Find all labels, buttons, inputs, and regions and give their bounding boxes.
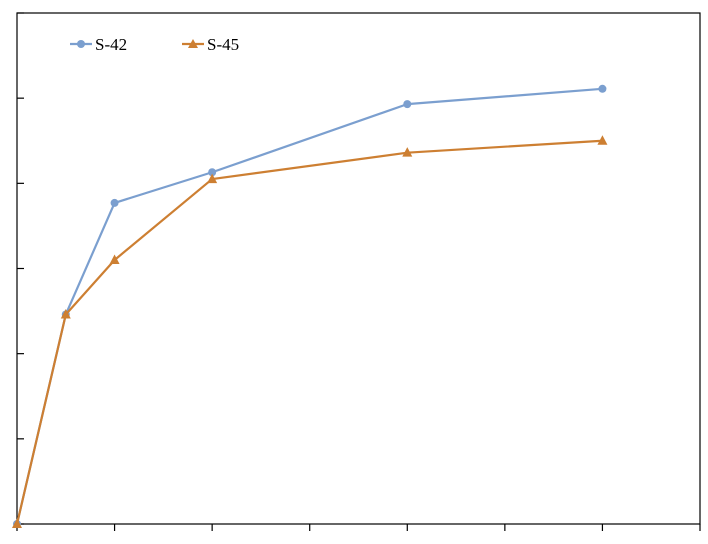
data-point-s-42-2 — [110, 198, 119, 207]
legend-item-s42: S-42 — [70, 35, 127, 54]
chart-series-layer — [12, 84, 608, 528]
data-point-s-42-4 — [403, 100, 412, 109]
chart-legend: S-42 S-45 — [70, 35, 239, 54]
chart-axes — [16, 12, 701, 531]
series-s-42 — [13, 84, 607, 528]
legend-marker-s42 — [77, 40, 85, 48]
data-point-s-45-3 — [207, 173, 218, 184]
data-point-s-42-3 — [208, 168, 217, 177]
legend-marker-s45 — [188, 39, 198, 48]
legend-label-s42: S-42 — [95, 35, 127, 54]
data-point-s-45-0 — [12, 518, 22, 528]
data-point-s-45-2 — [109, 254, 120, 264]
data-point-s-45-5 — [597, 135, 608, 145]
legend-item-s45: S-45 — [182, 35, 239, 54]
series-s-45 — [12, 135, 608, 528]
data-point-s-45-4 — [402, 147, 413, 157]
series-line-s-42 — [15, 87, 603, 525]
series-line-s-45 — [15, 139, 603, 525]
legend-label-s45: S-45 — [207, 35, 239, 54]
data-point-s-42-5 — [598, 84, 607, 93]
data-point-s-45-1 — [60, 308, 71, 319]
